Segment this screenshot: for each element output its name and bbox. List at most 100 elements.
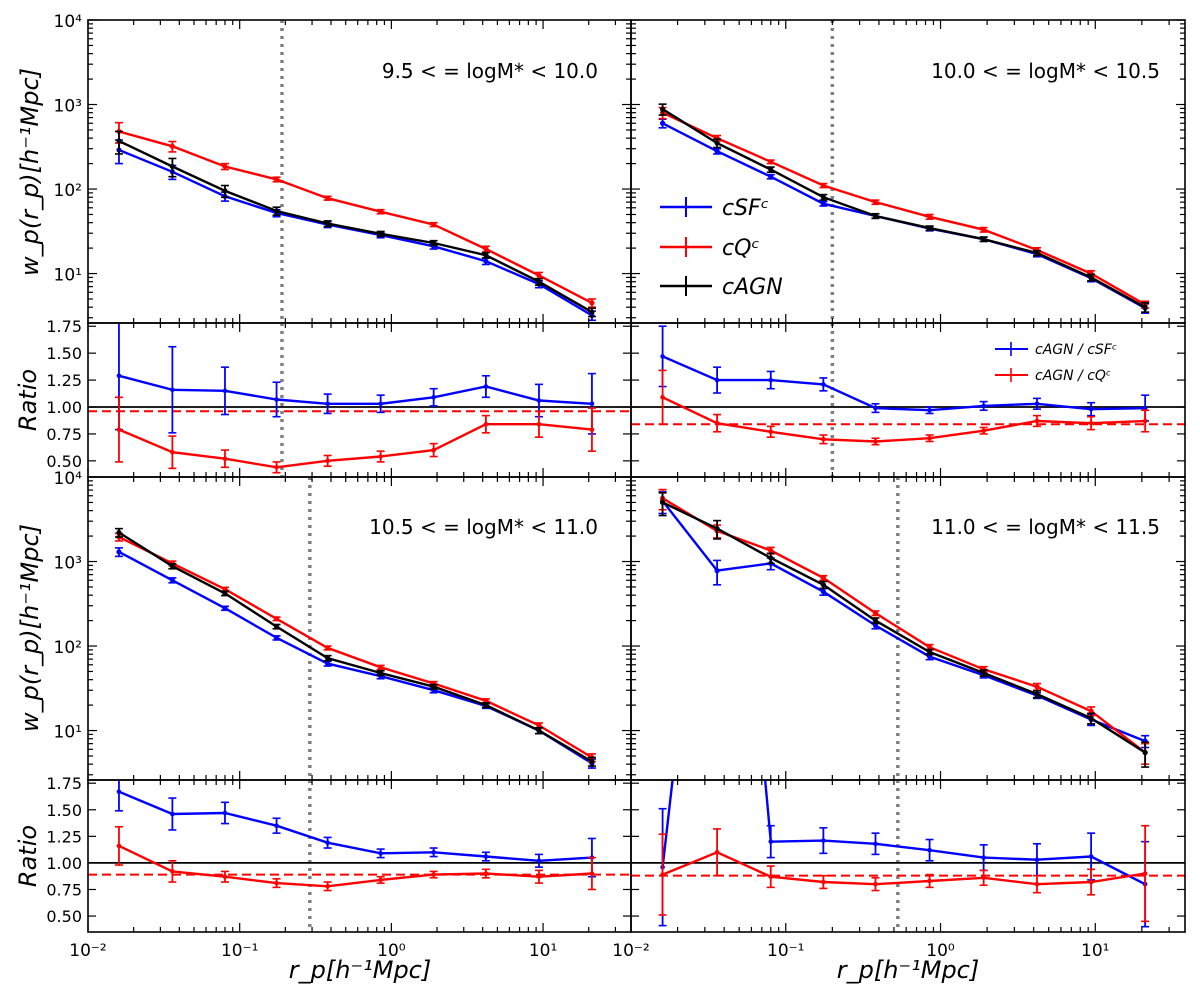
legend-main-csf: cSFᶜ xyxy=(722,196,769,221)
panel-2-ratio-1-point xyxy=(768,429,774,435)
legend-ratio: cAGN / cSFᶜ cAGN / cQᶜ xyxy=(995,342,1117,384)
panel-2-ratio-1-point xyxy=(927,435,932,441)
panel-4-ratio-1-point xyxy=(768,874,774,880)
panel-3-ratio-y-tick-label: 1.75 xyxy=(46,774,82,793)
panel-1-ratio-1-point xyxy=(483,421,489,427)
panel-2-ratio-0-point xyxy=(660,354,665,359)
panel-3-ratio-y-tick-label: 1.00 xyxy=(46,854,82,873)
panel-4-series-0-point xyxy=(820,589,826,595)
panel-4-ratio-1-point xyxy=(981,875,986,881)
panel-4-series-1-point xyxy=(926,644,933,650)
panel-1-plot-area xyxy=(114,20,596,323)
panel-1-y-tick-label: 10¹ xyxy=(54,266,82,286)
panel-2-series-0-point xyxy=(659,120,666,126)
panel-4-ratio-0-point xyxy=(981,855,986,860)
panel-3-series-1-point xyxy=(273,616,280,622)
panel-4-series-2-point xyxy=(1034,691,1040,697)
panel-2-ratio-0-point xyxy=(981,403,986,409)
panel-2-ratio-1-point xyxy=(714,420,720,426)
panel-3-series-2-line xyxy=(118,531,593,763)
panel-3-series-0-point xyxy=(273,635,280,641)
panel-1-series-2-point xyxy=(325,220,331,227)
panel-1-series-2-point xyxy=(589,309,595,315)
panel-4-series-2-point xyxy=(714,526,720,532)
panel-1-series-1-point xyxy=(222,163,228,170)
panel-2-series-2-point xyxy=(981,236,987,242)
panel-2-ratio-0-point xyxy=(768,377,774,383)
panel-1-series-2-point xyxy=(483,252,489,258)
panel-2-ratio-0-point xyxy=(714,377,720,383)
panel-2-ratio-0-point xyxy=(1034,401,1040,407)
panel-3-ratio-0-point xyxy=(431,849,436,855)
panel-1-series-0-point xyxy=(483,258,489,264)
panel-4-series-2-point xyxy=(1142,749,1148,756)
panel-3-ratio-0-point xyxy=(274,823,279,829)
panel-4-series-2-point xyxy=(926,649,933,655)
panel-1-series-1-point xyxy=(325,195,331,201)
panel-1-ratio-1-line xyxy=(118,423,593,469)
panel-2-series-0-point xyxy=(820,201,826,207)
panel-3-series-0-point xyxy=(222,605,228,611)
panel-4-series-1-point xyxy=(1088,708,1094,714)
panel-3-ratio-y-tick-label: 0.75 xyxy=(46,880,82,899)
legend-ratio-cq: cAGN / cQᶜ xyxy=(1035,368,1111,384)
legend-main-cq: cQᶜ xyxy=(722,236,760,261)
panel-1-y-tick-label: 10² xyxy=(54,181,82,201)
panel-2-ratio-0-point xyxy=(1142,405,1148,411)
panel-3-ratio-0-point xyxy=(536,858,542,864)
panel-2-ratio-0-line xyxy=(662,355,1146,412)
panel-2-series-1-line xyxy=(662,111,1146,306)
panel-2-ratio-1-point xyxy=(660,395,665,400)
panel-4-ratio-area xyxy=(631,627,1185,932)
panel-4-series-2-point xyxy=(872,617,879,624)
panel-2-ratio-area xyxy=(631,323,1185,477)
panel-1-ratio-y-tick-label: 1.00 xyxy=(46,398,82,417)
panel-2-ratio-1-point xyxy=(821,437,826,442)
panel-2-series-1-point xyxy=(820,182,826,189)
panel-2-ratio-0-point xyxy=(1088,406,1094,412)
panel-4-series-1-point xyxy=(872,610,879,616)
y-axis-label-bottom: w_p(r_p)[h⁻¹Mpc] xyxy=(16,524,44,732)
panel-4-ratio-0-point xyxy=(1034,857,1040,863)
panel-3-ratio-0-point xyxy=(116,789,122,794)
panel-1-ratio-y-tick-label: 0.50 xyxy=(46,452,82,471)
panel-1-series-2-line xyxy=(118,139,593,314)
panel-1-ratio-y-tick-label: 0.75 xyxy=(46,425,82,444)
panel-3-ratio-frame xyxy=(87,779,632,933)
panel-3-x-tick-label: 10⁰ xyxy=(377,941,406,961)
panel-3-series-2-point xyxy=(589,758,595,765)
panel-1-ratio-0-point xyxy=(483,384,489,389)
panel-2-series-2-point xyxy=(926,225,933,231)
panel-4-x-tick-label: 10⁰ xyxy=(926,941,955,961)
panel-1-series-2-point xyxy=(169,163,175,170)
panel-1-ratio-1-point xyxy=(170,449,175,455)
panel-3-series-2-point xyxy=(431,684,437,690)
panel-1-ratio-1-point xyxy=(325,458,330,464)
panel-3-x-tick-label: 10⁻² xyxy=(69,941,106,961)
panel-2-ratio-1-point xyxy=(1034,418,1040,424)
panel-1-series-1-point xyxy=(378,209,384,215)
panel-3-series-2-point xyxy=(378,670,384,676)
panel-4-plot-area xyxy=(658,477,1150,780)
panel-2-ratio-1-point xyxy=(1088,420,1094,426)
panel-4-ratio-0-point xyxy=(749,627,754,632)
panel-4-series-2-point xyxy=(981,670,987,676)
panel-4-ratio-0-point xyxy=(873,841,878,847)
panel-4-ratio-1-point xyxy=(1142,871,1148,876)
panel-3-y-tick-label: 10¹ xyxy=(54,723,82,743)
panel-3-ratio-1-point xyxy=(483,871,489,876)
panel-3-y-tick-label: 10⁴ xyxy=(54,469,83,489)
x-axis-label-right: r_p[h⁻¹Mpc] xyxy=(837,956,979,984)
panel-1-ratio-0-point xyxy=(222,388,228,394)
panel-3-x-tick-label: 10⁻¹ xyxy=(221,941,258,961)
panel-1-ratio-y-tick-label: 1.75 xyxy=(46,317,82,336)
panel-4-ratio-1-point xyxy=(873,881,878,887)
panel-1-ratio-y-tick-label: 1.25 xyxy=(46,371,82,390)
panel-3-series-1-point xyxy=(325,645,331,651)
panel-4-series-0-line xyxy=(661,500,1146,743)
panel-3-ratio-1-point xyxy=(378,877,383,883)
panel-4-ratio-0-line xyxy=(661,780,1146,886)
panel-1-ratio-1-point xyxy=(274,465,279,470)
panel-4-x-tick-label: 10⁻² xyxy=(612,941,649,961)
panel-2-ticks xyxy=(630,19,1185,477)
